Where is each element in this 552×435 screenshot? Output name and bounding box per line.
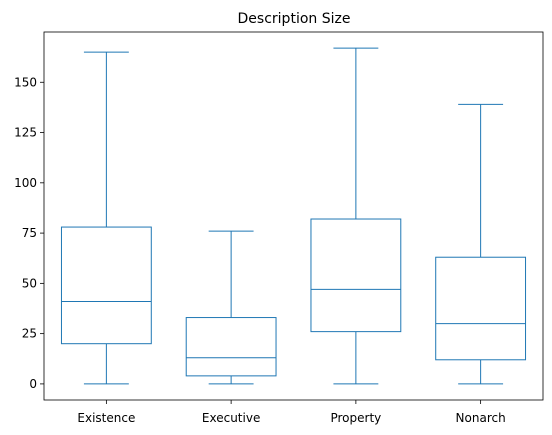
y-tick-label-25: 25 — [22, 327, 37, 341]
plot-area — [60, 47, 527, 385]
box-nonarch — [435, 256, 527, 361]
x-tick-label-nonarch: Nonarch — [456, 411, 506, 425]
chart-title: Description Size — [238, 11, 351, 27]
x-tick-label-existence: Existence — [77, 411, 135, 425]
y-tick-label-50: 50 — [22, 276, 37, 290]
x-tick-label-executive: Executive — [202, 411, 260, 425]
box-group-existence — [60, 51, 152, 385]
axes-frame — [43, 31, 544, 401]
box-group-nonarch — [435, 103, 527, 385]
box-property — [310, 218, 402, 333]
axes: Existence Executive Property Nonarch 0 25 50 75… — [14, 31, 544, 425]
y-tick-label-0: 0 — [29, 377, 37, 391]
y-tick-label-75: 75 — [22, 226, 37, 240]
box-executive — [185, 317, 277, 377]
y-tick-label-150: 150 — [14, 75, 37, 89]
x-tick-label-property: Property — [330, 411, 381, 425]
y-tick-label-100: 100 — [14, 176, 37, 190]
box-existence — [60, 226, 152, 345]
box-group-property — [310, 47, 402, 385]
box-group-executive — [185, 230, 277, 385]
y-tick-label-125: 125 — [14, 126, 37, 140]
